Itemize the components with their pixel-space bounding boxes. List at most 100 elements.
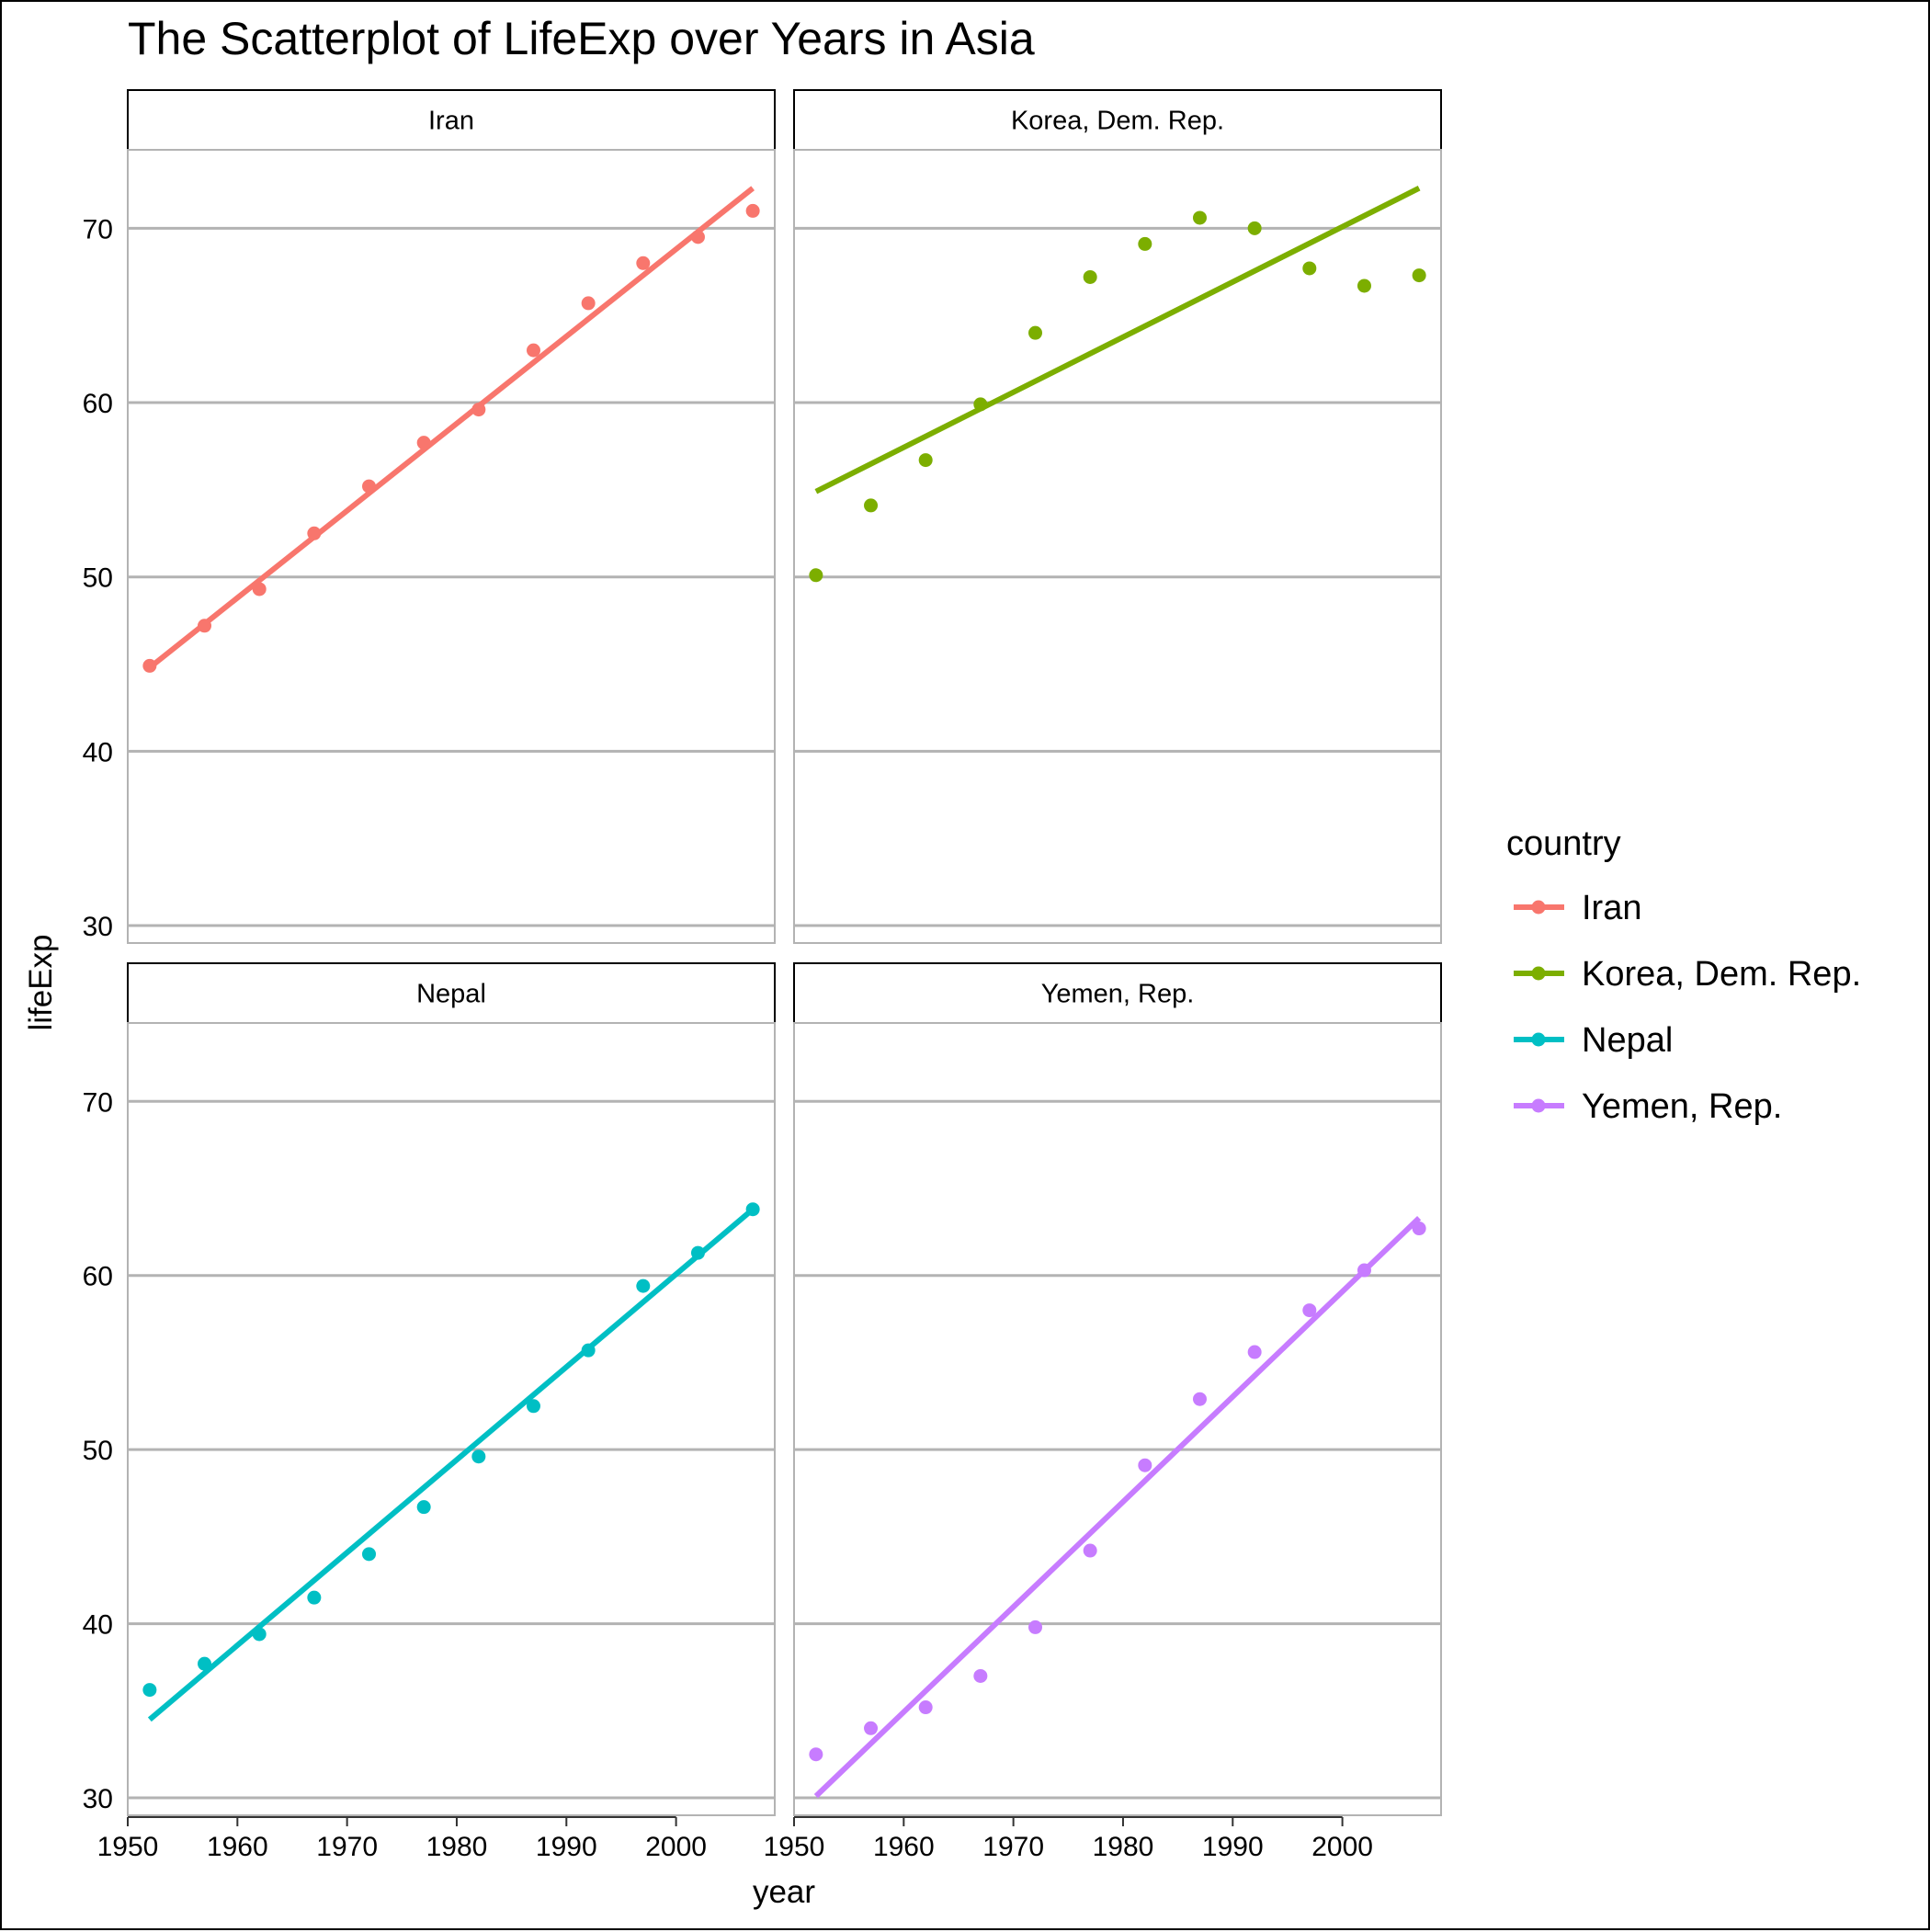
legend-item-iran: Iran	[1514, 889, 1641, 927]
panel-yemen-rep-point-2002	[1357, 1263, 1371, 1278]
panel-iran-y-tick-label-70: 70	[83, 214, 113, 244]
panel-yemen-rep-x-tick-label-1970: 1970	[982, 1832, 1044, 1862]
panel-yemen-rep-point-1967	[973, 1668, 988, 1683]
panel-nepal-point-1962	[252, 1627, 267, 1642]
panel-nepal-strip-label: Nepal	[416, 980, 486, 1009]
panel-iran-point-1967	[307, 526, 322, 540]
panel-nepal-y-tick-label-50: 50	[83, 1436, 113, 1466]
legend-title: country	[1506, 824, 1621, 863]
legend-item-yemen-rep-label: Yemen, Rep.	[1582, 1087, 1782, 1126]
panel-yemen-rep-fit-line	[813, 1216, 1422, 1799]
panel-yemen-rep-point-1997	[1302, 1303, 1317, 1318]
panel-yemen-rep: Yemen, Rep. 1950 1960 1970 1980 1990 2000	[764, 962, 1442, 1862]
panel-nepal-y-tick-label-40: 40	[83, 1610, 113, 1641]
panel-yemen-rep-point-1982	[1138, 1458, 1152, 1472]
legend-item-iran-point-swatch	[1531, 900, 1546, 915]
panel-nepal-point-2002	[690, 1245, 705, 1260]
panel-iran-point-1952	[142, 658, 157, 673]
panel-yemen-rep-point-2007	[1412, 1222, 1426, 1236]
legend-items: Iran Korea, Dem. Rep. Nepal Yemen, Rep.	[1514, 889, 1861, 1126]
panel-nepal-border	[127, 1022, 776, 1816]
legend-item-nepal: Nepal	[1514, 1021, 1673, 1060]
x-axis-title: year	[753, 1874, 815, 1910]
panel-yemen-rep-x-tick-label-2000: 2000	[1311, 1832, 1373, 1862]
panel-iran-point-1992	[581, 296, 596, 311]
panel-iran-point-1982	[471, 403, 486, 417]
panel-yemen-rep-point-1957	[864, 1721, 879, 1735]
panel-yemen-rep-point-1977	[1083, 1543, 1097, 1558]
panel-yemen-rep-point-1972	[1028, 1619, 1043, 1634]
panel-korea-dem-rep-point-1982	[1138, 236, 1152, 251]
legend-item-yemen-rep: Yemen, Rep.	[1514, 1087, 1782, 1126]
panel-iran-point-1957	[198, 619, 212, 633]
panel-nepal-point-1982	[471, 1449, 486, 1464]
panel-nepal-y-tick-label-30: 30	[83, 1784, 113, 1814]
panel-nepal-fit-line	[147, 1207, 755, 1722]
panel-yemen-rep-point-1962	[918, 1700, 933, 1715]
panel-iran-y-tick-label-40: 40	[83, 737, 113, 767]
panel-iran-point-1977	[416, 436, 431, 450]
panel-nepal-point-1987	[526, 1399, 540, 1414]
panel-iran-point-1987	[526, 343, 540, 358]
panel-iran-y-tick-label-60: 60	[83, 389, 113, 419]
panel-nepal-y-tick-label-60: 60	[83, 1262, 113, 1292]
facet-panels: Iran 30 40 50 60 70 Korea, Dem. Rep. Nepal 30 40 5…	[83, 89, 1442, 1862]
panel-iran-point-2007	[745, 203, 760, 218]
panel-nepal-point-1952	[142, 1683, 157, 1698]
panel-korea-dem-rep-point-1977	[1083, 269, 1097, 284]
panel-korea-dem-rep-point-1967	[973, 397, 988, 412]
panel-korea-dem-rep-point-1987	[1192, 210, 1207, 225]
panel-iran-point-1997	[636, 256, 651, 270]
panel-iran-y-tick-label-50: 50	[83, 563, 113, 594]
panel-iran-y-tick-label-30: 30	[83, 912, 113, 942]
legend-item-nepal-label: Nepal	[1582, 1021, 1673, 1060]
panel-korea-dem-rep-point-2007	[1412, 268, 1426, 283]
panel-korea-dem-rep-strip-label: Korea, Dem. Rep.	[1011, 107, 1224, 136]
panel-yemen-rep-x-tick-label-1990: 1990	[1202, 1832, 1264, 1862]
panel-nepal-x-tick-label-2000: 2000	[645, 1832, 707, 1862]
panel-yemen-rep-point-1992	[1247, 1345, 1262, 1359]
legend-item-yemen-rep-point-swatch	[1531, 1098, 1546, 1113]
y-axis-title: lifeExp	[23, 934, 59, 1030]
panel-nepal-point-2007	[745, 1202, 760, 1217]
panel-yemen-rep-border	[793, 1022, 1442, 1816]
legend-item-korea-dem-rep-point-swatch	[1531, 966, 1546, 981]
legend-item-iran-label: Iran	[1582, 889, 1641, 927]
legend: country Iran Korea, Dem. Rep. Nepal Yemen, …	[1506, 824, 1861, 1126]
panel-yemen-rep-x-tick-label-1960: 1960	[873, 1832, 935, 1862]
legend-item-korea-dem-rep-label: Korea, Dem. Rep.	[1582, 955, 1861, 994]
panel-iran-point-1972	[362, 479, 377, 494]
panel-nepal-point-1957	[198, 1656, 212, 1671]
panel-nepal-point-1992	[581, 1343, 596, 1358]
panel-korea-dem-rep-point-1957	[864, 498, 879, 513]
panel-nepal-point-1972	[362, 1547, 377, 1562]
panel-yemen-rep-point-1987	[1192, 1392, 1207, 1406]
panel-yemen-rep-strip	[793, 962, 1442, 1024]
panel-nepal-point-1997	[636, 1279, 651, 1293]
panel-korea-dem-rep-border	[793, 149, 1442, 944]
panel-iran: Iran 30 40 50 60 70	[83, 89, 776, 944]
panel-yemen-rep-x-tick-label-1980: 1980	[1093, 1832, 1154, 1862]
panel-korea-dem-rep-point-1952	[809, 568, 823, 583]
panel-nepal-x-tick-label-1990: 1990	[536, 1832, 597, 1862]
panel-iran-border	[127, 149, 776, 944]
panel-nepal-x-tick-label-1970: 1970	[316, 1832, 378, 1862]
panel-korea-dem-rep-point-1962	[918, 453, 933, 468]
panel-nepal: Nepal 30 40 50 60 70 1950 1960 1970 1980 1990 2000	[83, 962, 776, 1862]
panel-nepal-y-tick-label-70: 70	[83, 1087, 113, 1118]
panel-iran-strip	[127, 89, 776, 151]
panel-korea-dem-rep-point-1992	[1247, 221, 1262, 235]
panel-nepal-point-1967	[307, 1590, 322, 1605]
panel-nepal-point-1977	[416, 1500, 431, 1515]
panel-iran-fit-line	[147, 186, 755, 670]
panel-yemen-rep-point-1952	[809, 1747, 823, 1762]
panel-nepal-x-tick-label-1980: 1980	[426, 1832, 488, 1862]
panel-korea-dem-rep-point-1997	[1302, 261, 1317, 276]
panel-nepal-x-tick-label-1960: 1960	[207, 1832, 268, 1862]
legend-item-nepal-point-swatch	[1531, 1032, 1546, 1047]
panel-nepal-x-tick-label-1950: 1950	[97, 1832, 159, 1862]
panel-korea-dem-rep-fit-line	[814, 186, 1421, 494]
chart-title: The Scatterplot of LifeExp over Years in…	[128, 13, 1035, 64]
